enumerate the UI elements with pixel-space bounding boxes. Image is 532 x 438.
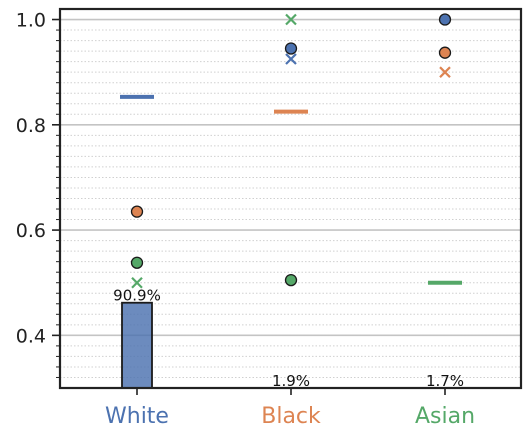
x-tick-label-black: Black (261, 404, 321, 429)
bar-white (121, 301, 153, 389)
circle-point-asian (438, 46, 452, 59)
bar-value-label: 1.7% (426, 372, 464, 390)
circle-point-white (130, 205, 144, 218)
circle-point-black (284, 273, 298, 287)
x-tick-label-white: White (105, 404, 169, 429)
x-point-black (285, 53, 297, 65)
y-tick-label: 0.8 (16, 115, 46, 137)
circle-point-black (284, 42, 298, 55)
labels-layer: 90.9% 1.9% 1.7% (113, 287, 464, 390)
x-point-white (131, 276, 143, 289)
x-point-asian (439, 66, 451, 78)
x-point-black (285, 13, 297, 26)
x-tick-label-asian: Asian (415, 404, 475, 429)
circle-point-asian (438, 13, 452, 26)
y-tick-label: 1.0 (16, 10, 46, 32)
y-tick-label: 0.6 (16, 220, 46, 242)
bar-value-label: 1.9% (272, 372, 310, 390)
y-tick-label: 0.4 (16, 325, 46, 347)
axes-layer: 0.4 0.6 0.8 1.0 White Black Asian (16, 7, 523, 429)
bar-value-label: 90.9% (113, 287, 161, 305)
circle-point-white (130, 256, 144, 269)
marks-layer (120, 13, 462, 289)
bars-layer (121, 301, 153, 389)
